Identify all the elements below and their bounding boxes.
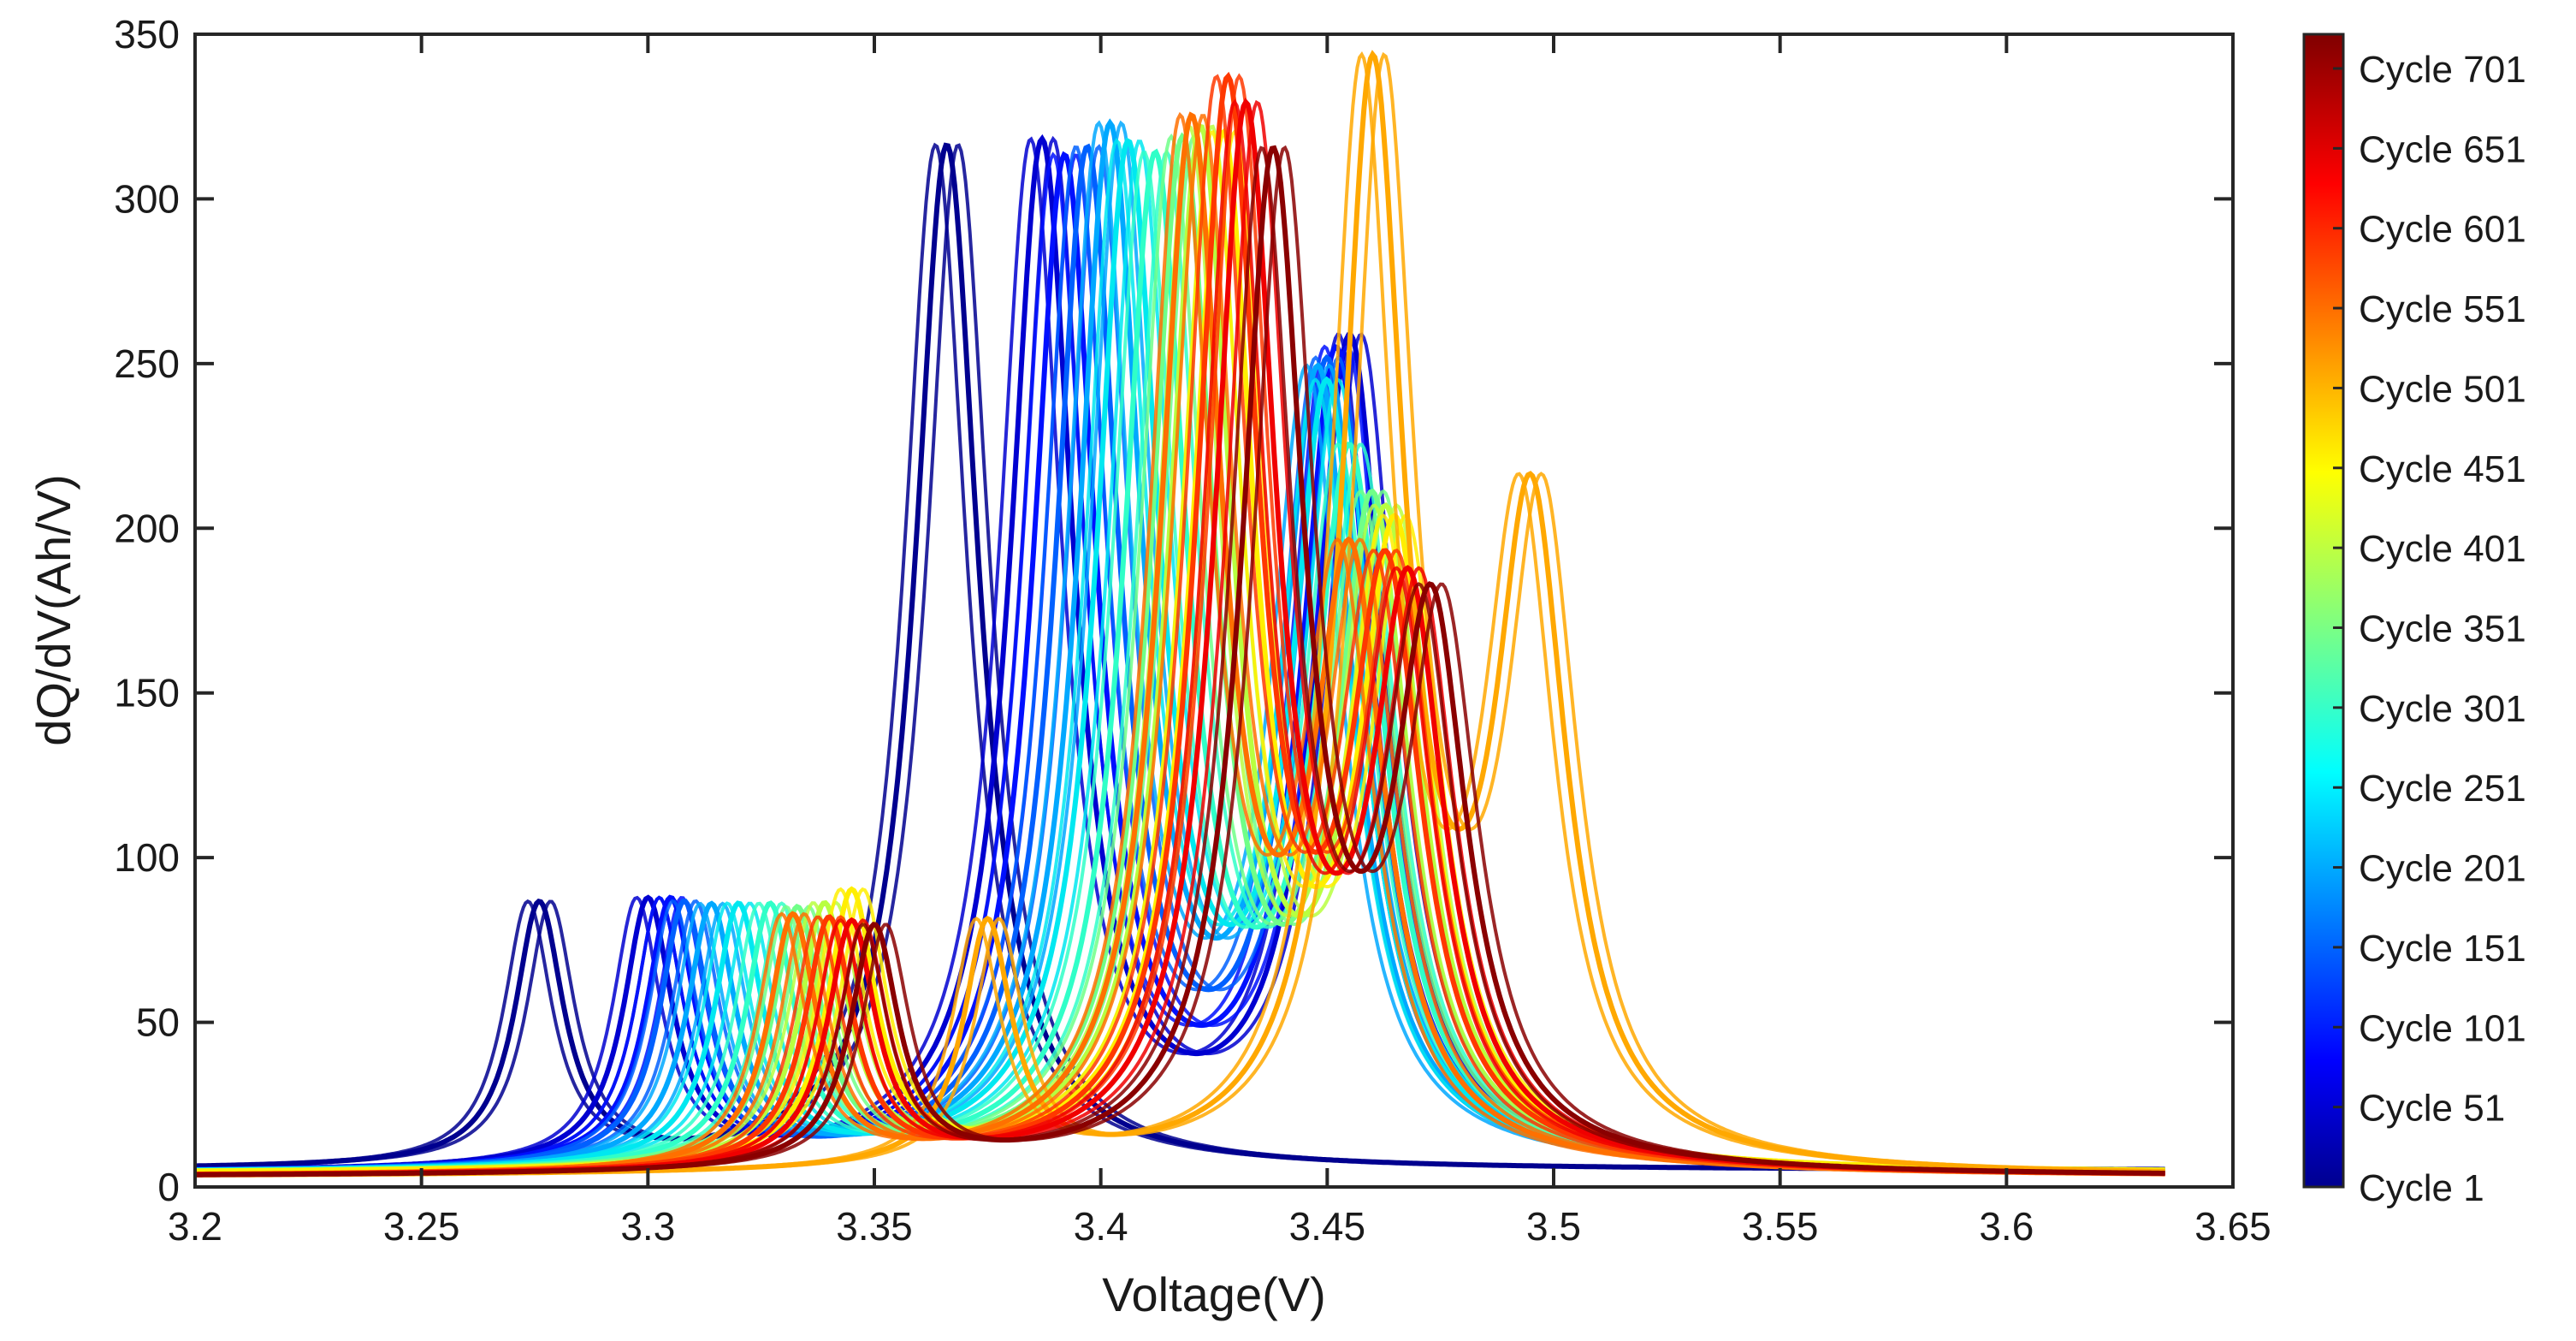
x-tick-label: 3.6 (1979, 1204, 2034, 1249)
x-tick-label: 3.5 (1526, 1204, 1581, 1249)
x-tick-label: 3.4 (1074, 1204, 1128, 1249)
colorbar-labels: Cycle 701 Cycle 651 Cycle 601 Cycle 551 Cycl… (2333, 49, 2526, 1209)
colorbar-label: Cycle 1 (2359, 1167, 2484, 1209)
colorbar-label: Cycle 101 (2359, 1007, 2526, 1049)
colorbar-label: Cycle 501 (2359, 368, 2526, 410)
y-tick-label: 0 (157, 1165, 180, 1209)
colorbar-label: Cycle 401 (2359, 528, 2526, 570)
ticks-layer: 3.2 3.25 3.3 3.35 3.4 3.45 3.5 3.55 3.6 3.65 0 50 10… (114, 12, 2271, 1249)
x-tick-label: 3.55 (1742, 1204, 1819, 1249)
colorbar-label: Cycle 351 (2359, 608, 2526, 650)
x-axis-title: Voltage(V) (1102, 1267, 1326, 1321)
colorbar-label: Cycle 701 (2359, 49, 2526, 91)
colorbar-label: Cycle 301 (2359, 688, 2526, 730)
colorbar-label: Cycle 51 (2359, 1088, 2505, 1130)
y-tick-label: 200 (114, 506, 180, 550)
colorbar-label: Cycle 251 (2359, 768, 2526, 810)
y-tick-label: 300 (114, 176, 180, 221)
y-tick-label: 250 (114, 341, 180, 386)
series-line (195, 145, 2165, 1177)
x-tick-label: 3.2 (168, 1204, 222, 1249)
y-tick-label: 50 (136, 1000, 180, 1045)
x-tick-label: 3.3 (620, 1204, 675, 1249)
y-tick-label: 150 (114, 671, 180, 715)
y-tick-label: 100 (114, 835, 180, 880)
x-tick-label: 3.35 (836, 1204, 913, 1249)
colorbar-label: Cycle 601 (2359, 209, 2526, 251)
colorbar-label: Cycle 451 (2359, 448, 2526, 490)
y-axis-title: dQ/dV(Ah/V) (27, 474, 80, 745)
colorbar-label: Cycle 151 (2359, 928, 2526, 970)
colorbar-label: Cycle 551 (2359, 288, 2526, 330)
x-tick-label: 3.25 (383, 1204, 460, 1249)
y-tick-label: 350 (114, 12, 180, 56)
colorbar (2302, 33, 2345, 1189)
x-tick-label: 3.65 (2194, 1204, 2271, 1249)
plot-frame (193, 33, 2235, 1189)
series-layer (195, 50, 2165, 1178)
x-tick-label: 3.45 (1289, 1204, 1366, 1249)
colorbar-label: Cycle 201 (2359, 848, 2526, 890)
colorbar-label: Cycle 651 (2359, 128, 2526, 170)
